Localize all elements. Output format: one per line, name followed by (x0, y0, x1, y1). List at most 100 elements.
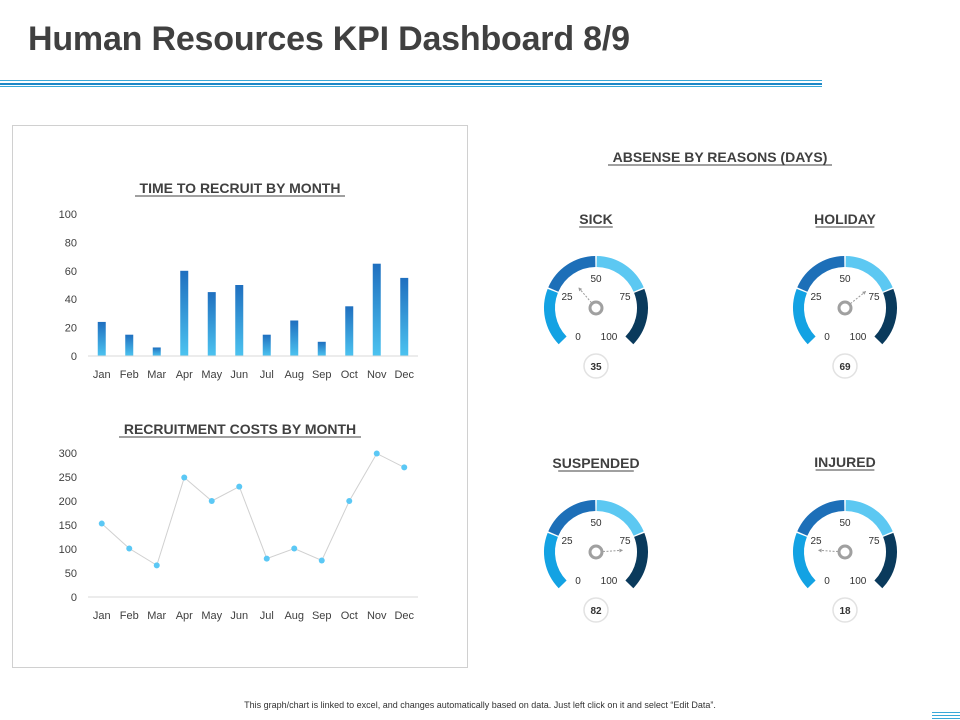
gauge-sick: SICK 0 25 50 75 100 35 (544, 211, 648, 379)
gauge-segment (544, 288, 567, 345)
x-tick-label: Nov (367, 369, 387, 381)
gauge-injured: INJURED 0 25 50 75 100 18 (793, 454, 897, 623)
x-tick-label: Oct (341, 369, 358, 381)
title-rule (0, 80, 822, 81)
gauge-segment (596, 500, 644, 536)
gauge-label: SICK (579, 211, 612, 227)
x-tick-label: Dec (394, 610, 414, 622)
gauge-scale-label: 50 (839, 274, 851, 285)
gauge-scale-label: 100 (601, 576, 618, 587)
x-tick-label: Sep (312, 369, 332, 381)
gauge-needle-tip (578, 287, 583, 292)
gauge-segment (793, 288, 816, 345)
x-tick-label: Apr (176, 610, 193, 622)
gauge-label: SUSPENDED (552, 455, 639, 471)
x-tick-label: Sep (312, 610, 332, 622)
y-tick-label: 100 (59, 544, 77, 556)
gauge-segment (874, 532, 897, 589)
point-oct (346, 498, 353, 504)
point-may (208, 498, 215, 504)
x-tick-label: Mar (147, 610, 166, 622)
gauge-scale-label: 50 (839, 518, 851, 529)
gauge-value: 18 (839, 606, 851, 617)
gauge-label: INJURED (814, 454, 875, 470)
point-jan (98, 520, 105, 527)
recruitment-costs-chart: RECRUITMENT COSTS BY MONTH 0 50 100 150 200 2… (59, 421, 418, 622)
y-tick-label: 300 (59, 448, 77, 460)
gauge-segment (596, 256, 644, 292)
point-sep (318, 557, 325, 564)
x-tick-label: Jul (260, 369, 274, 381)
title-rule (0, 83, 822, 85)
gauge-scale-label: 100 (850, 576, 867, 587)
gauge-value-badge (832, 597, 858, 623)
gauge-scale-label: 25 (810, 536, 822, 547)
gauge-segment (845, 500, 893, 536)
y-tick-label: 20 (65, 323, 77, 335)
gauge-suspended: SUSPENDED 0 25 50 75 100 82 (544, 455, 648, 623)
x-tick-label: Dec (394, 369, 414, 381)
corner-rule (932, 718, 960, 719)
gauge-segment (548, 500, 596, 536)
bar-nov (372, 263, 381, 356)
point-apr (181, 474, 188, 481)
bar-jun (235, 285, 244, 356)
gauge-segment (845, 256, 893, 292)
gauge-needle-tip (818, 548, 822, 553)
x-tick-label: Jun (230, 610, 248, 622)
bar-aug (290, 320, 299, 356)
gauge-scale-label: 25 (810, 292, 822, 303)
cost-series-line (101, 452, 405, 567)
y-tick-label: 80 (65, 237, 77, 249)
gauge-value: 69 (839, 362, 851, 373)
x-tick-label: Aug (284, 610, 304, 622)
bar-apr (180, 270, 189, 356)
gauge-value-badge (832, 353, 858, 379)
footer-note: This graph/chart is linked to excel, and… (244, 700, 716, 710)
gauge-hub (837, 300, 853, 316)
bar-mar (152, 347, 161, 356)
bar-jul (262, 334, 271, 356)
point-feb (126, 545, 133, 552)
x-tick-label: Apr (176, 369, 193, 381)
point-jul (263, 555, 270, 562)
gauge-scale-label: 0 (824, 576, 830, 587)
bar-chart-title: TIME TO RECRUIT BY MONTH (140, 180, 341, 196)
gauge-segment (625, 288, 648, 345)
y-tick-label: 60 (65, 266, 77, 278)
x-tick-label: Mar (147, 369, 166, 381)
bar-sep (317, 341, 326, 356)
gauge-scale-label: 0 (824, 332, 830, 343)
y-tick-label: 50 (65, 568, 77, 580)
gauge-scale-label: 50 (590, 274, 602, 285)
gauge-segment (797, 500, 845, 536)
corner-rule (932, 715, 960, 716)
gauge-scale-label: 75 (619, 292, 631, 303)
x-tick-label: Aug (284, 369, 304, 381)
x-tick-label: Feb (120, 610, 139, 622)
gauge-segment (544, 532, 567, 589)
gauge-label: HOLIDAY (814, 211, 876, 227)
x-tick-label: Jan (93, 610, 111, 622)
x-tick-label: Jul (260, 610, 274, 622)
y-tick-label: 200 (59, 496, 77, 508)
gauge-segment (874, 288, 897, 345)
gauge-needle-tip (619, 548, 623, 553)
gauge-segment (548, 256, 596, 292)
gauge-scale-label: 50 (590, 518, 602, 529)
x-tick-label: Nov (367, 610, 387, 622)
gauge-segment (793, 532, 816, 589)
point-jun (236, 483, 243, 490)
page-title: Human Resources KPI Dashboard 8/9 (28, 20, 630, 58)
gauge-scale-label: 100 (850, 332, 867, 343)
corner-rule (932, 712, 960, 713)
gauge-needle-tip (862, 291, 867, 295)
y-tick-label: 40 (65, 294, 77, 306)
gauge-hub (588, 544, 604, 560)
gauge-value: 35 (590, 362, 602, 373)
x-tick-label: May (201, 369, 222, 381)
title-rule (0, 86, 822, 87)
gauge-hub (837, 544, 853, 560)
y-tick-label: 0 (71, 592, 77, 604)
gauge-segment (797, 256, 845, 292)
